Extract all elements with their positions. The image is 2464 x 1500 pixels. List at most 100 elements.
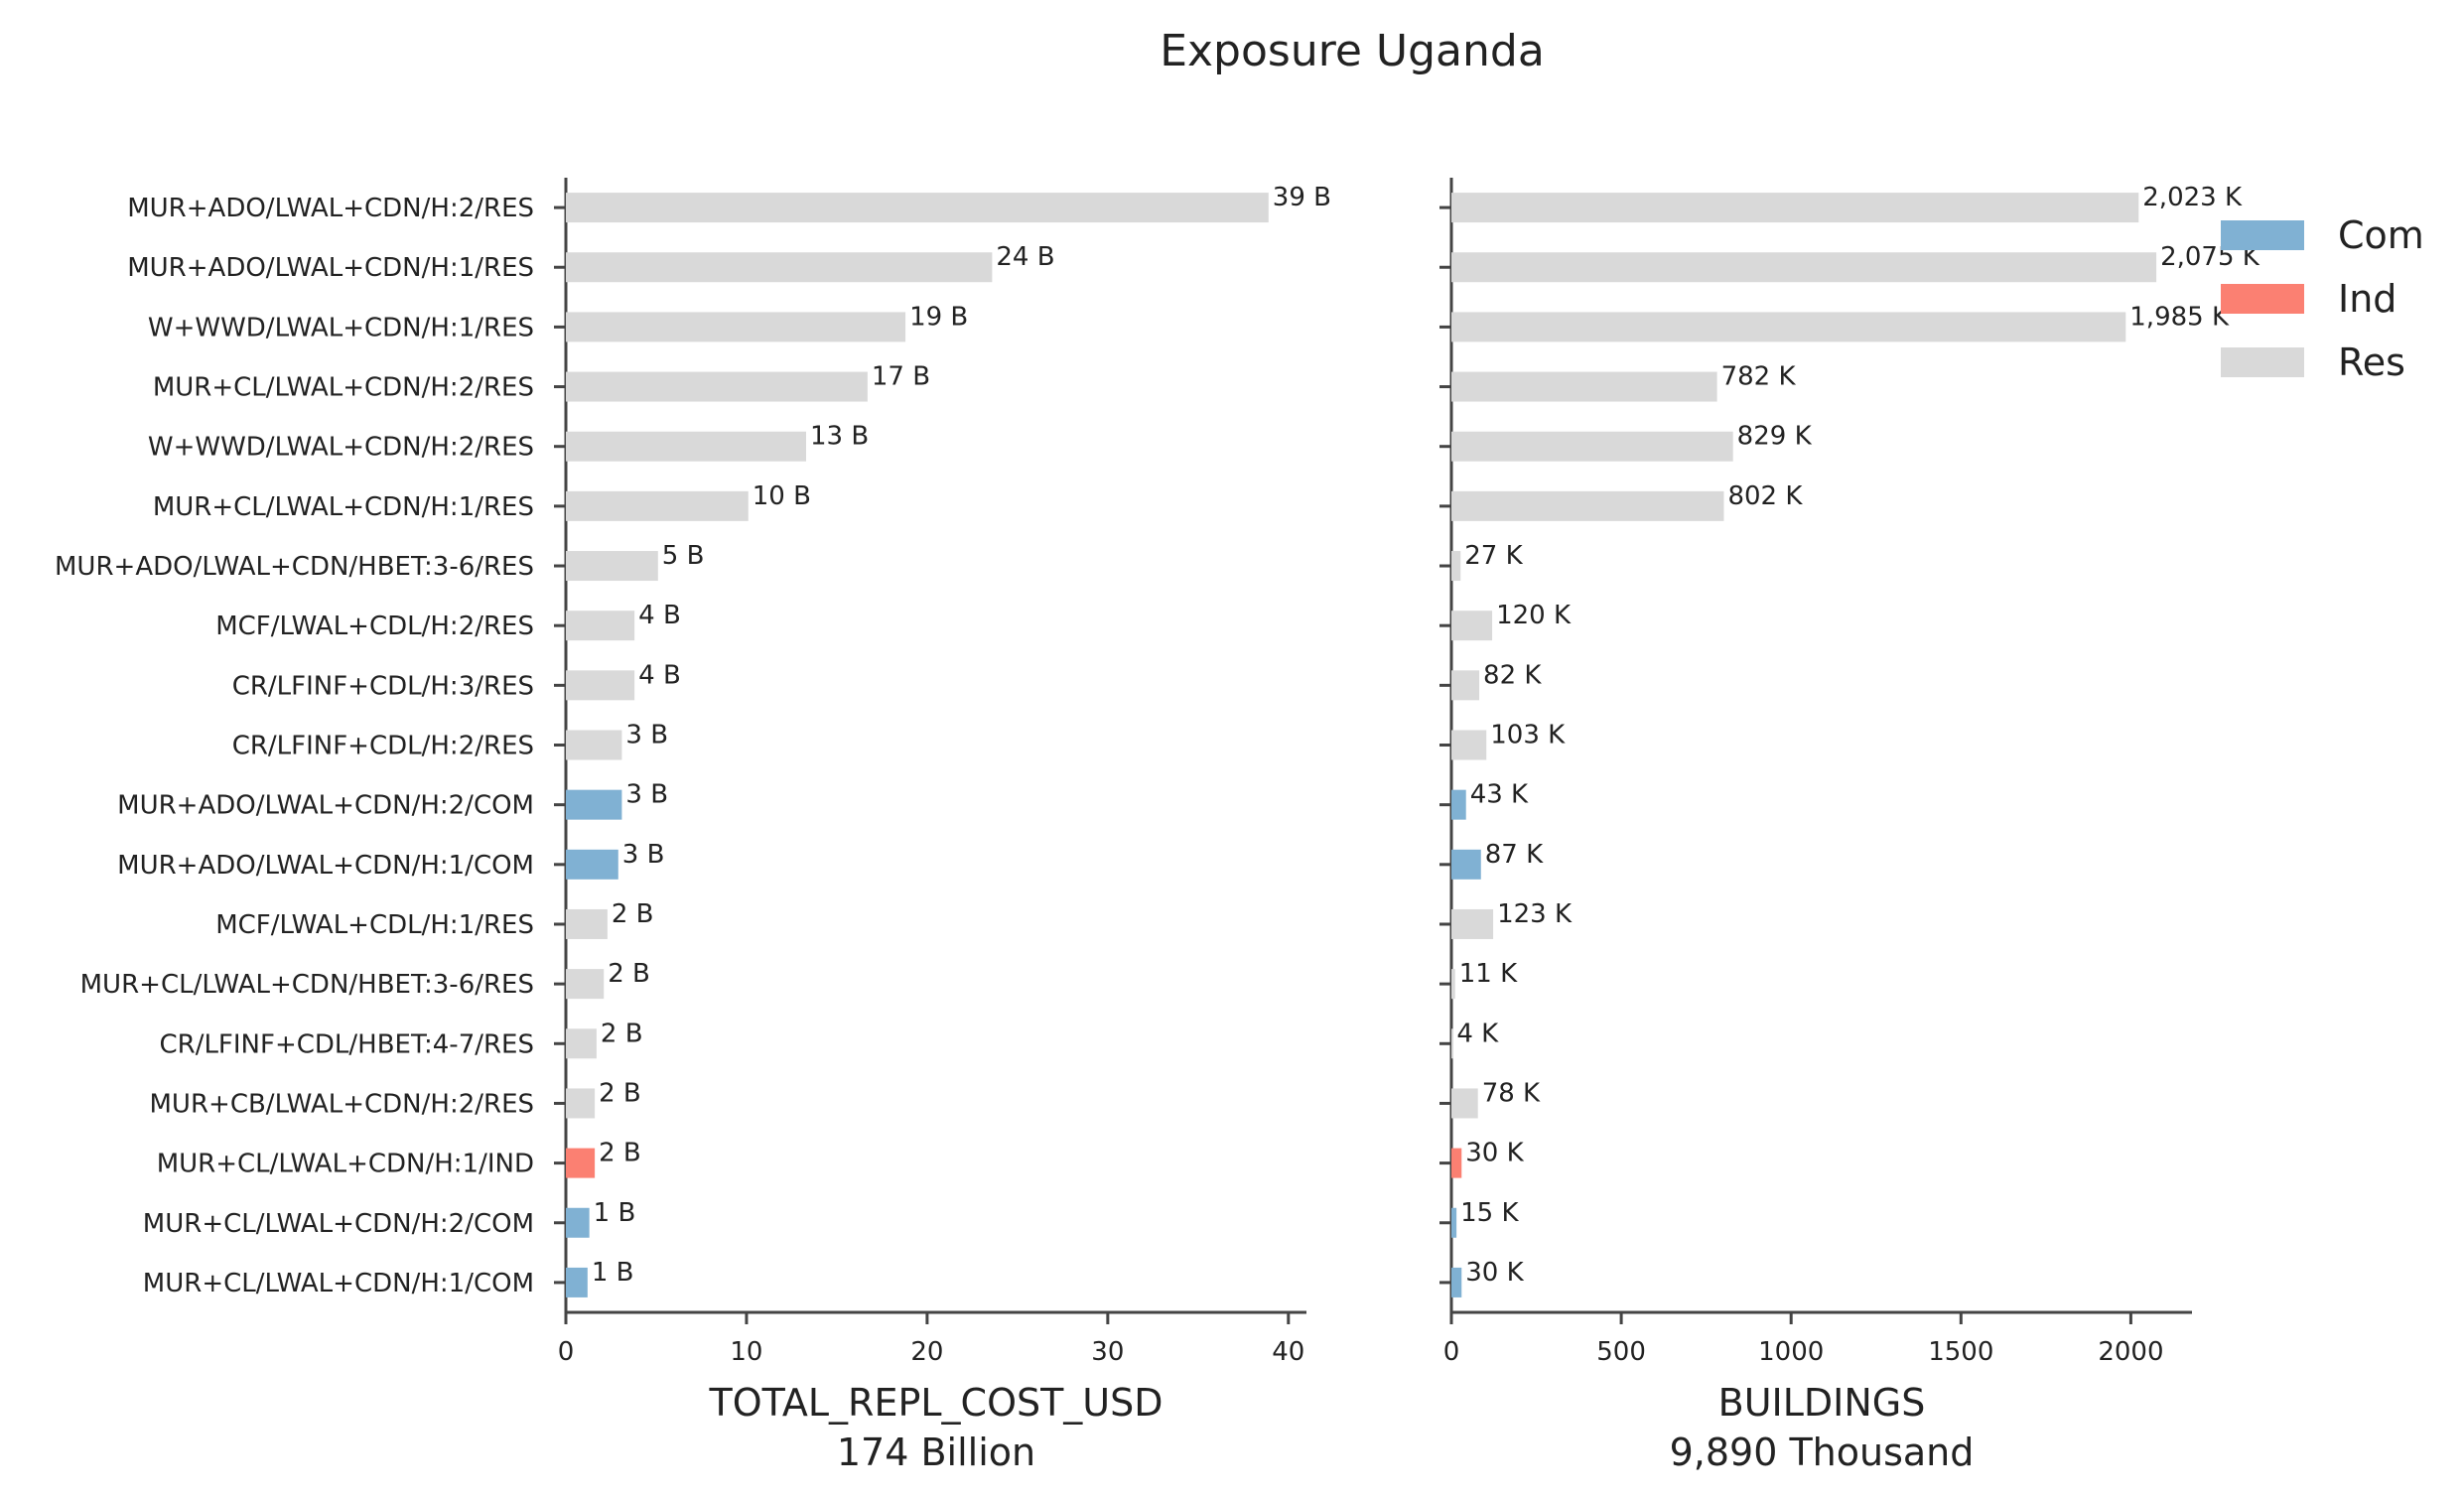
right-x-tick-label: 1500 <box>1928 1337 1993 1367</box>
right-x-tick-label: 500 <box>1596 1337 1646 1367</box>
left-bar <box>566 431 806 462</box>
right-x-tick-label: 2000 <box>2098 1337 2163 1367</box>
left-bar <box>566 312 906 342</box>
left-bar-label: 2 B <box>599 1139 641 1168</box>
right-bar <box>1451 1267 1462 1297</box>
left-bar <box>566 1088 596 1119</box>
y-tick-label: MUR+ADO/LWAL+CDN/H:1/COM <box>117 851 534 881</box>
left-bar <box>566 551 658 582</box>
right-x-axis-label: BUILDINGS <box>1718 1381 1926 1425</box>
y-tick-label: MUR+ADO/LWAL+CDN/H:2/COM <box>117 791 534 821</box>
right-bar-label: 11 K <box>1459 959 1518 989</box>
y-tick-label: MUR+CL/LWAL+CDN/H:1/IND <box>157 1150 534 1179</box>
right-x-axis-subtitle: 9,890 Thousand <box>1670 1431 1975 1474</box>
right-bar-label: 4 K <box>1456 1019 1499 1048</box>
right-bar-label: 78 K <box>1482 1078 1541 1108</box>
right-bar-label: 782 K <box>1721 362 1797 392</box>
left-x-tick-label: 10 <box>730 1337 762 1367</box>
left-bar-label: 4 B <box>638 601 681 630</box>
left-bar-label: 2 B <box>601 1019 643 1048</box>
figure-title: Exposure Uganda <box>1160 26 1545 76</box>
right-bar <box>1451 670 1480 701</box>
left-bar-label: 2 B <box>599 1078 641 1108</box>
left-bar-label: 1 B <box>594 1198 636 1228</box>
left-bar <box>566 193 1269 223</box>
right-bar-label: 802 K <box>1727 481 1803 511</box>
left-bar <box>566 789 622 820</box>
y-tick-label: MUR+CL/LWAL+CDN/H:1/COM <box>143 1269 534 1298</box>
legend-swatch-com <box>2221 220 2304 250</box>
y-tick-label: MCF/LWAL+CDL/H:2/RES <box>215 612 534 641</box>
right-bar-label: 30 K <box>1465 1139 1524 1168</box>
left-x-tick-label: 40 <box>1272 1337 1304 1367</box>
y-tick-label: W+WWD/LWAL+CDN/H:2/RES <box>148 433 534 463</box>
y-tick-label: MUR+CL/LWAL+CDN/H:1/RES <box>153 492 534 522</box>
right-bar <box>1451 252 2157 283</box>
right-bar-label: 120 K <box>1496 601 1572 630</box>
left-bar-label: 4 B <box>638 660 681 690</box>
left-bar-label: 1 B <box>592 1258 634 1288</box>
legend-label-res: Res <box>2338 341 2405 384</box>
right-bar-label: 87 K <box>1485 840 1544 870</box>
y-tick-label: MUR+ADO/LWAL+CDN/H:1/RES <box>127 253 534 283</box>
left-x-tick-label: 0 <box>558 1337 575 1367</box>
legend-label-com: Com <box>2338 213 2424 257</box>
right-bar <box>1451 908 1494 939</box>
right-bar <box>1451 1148 1462 1178</box>
left-bar <box>566 730 622 760</box>
right-bar <box>1451 730 1487 760</box>
right-bar-label: 82 K <box>1483 660 1542 690</box>
y-tick-label: MUR+CL/LWAL+CDN/HBET:3-6/RES <box>80 970 534 1000</box>
right-bar-label: 15 K <box>1460 1198 1519 1228</box>
left-panel: 0 10 20 30 40 TOTAL_REPL_COST_USD 174 Billion 3… <box>55 178 1331 1474</box>
right-bar-label: 829 K <box>1737 422 1813 452</box>
left-bar-label: 24 B <box>996 242 1054 272</box>
y-tick-label: MUR+ADO/LWAL+CDN/H:2/RES <box>127 194 534 223</box>
right-x-tick-label: 1000 <box>1758 1337 1824 1367</box>
left-bar <box>566 490 749 521</box>
y-tick-label: MUR+CL/LWAL+CDN/H:2/RES <box>153 373 534 403</box>
left-bar <box>566 371 868 402</box>
left-x-axis-label: TOTAL_REPL_COST_USD <box>708 1381 1163 1425</box>
left-bar-label: 19 B <box>909 302 968 332</box>
left-bar <box>566 252 993 283</box>
legend-label-ind: Ind <box>2338 277 2396 321</box>
y-tick-label: MUR+CL/LWAL+CDN/H:2/COM <box>143 1209 534 1239</box>
right-bar-label: 103 K <box>1490 721 1566 750</box>
left-bar-label: 13 B <box>810 422 869 452</box>
left-bar <box>566 611 635 641</box>
right-bar <box>1451 551 1461 582</box>
right-panel: 0 500 1000 1500 2000 BUILDINGS 9,890 Thousand 2… <box>1439 178 2260 1474</box>
left-bar <box>566 849 618 880</box>
left-bar <box>566 1207 590 1238</box>
right-bar-label: 1,985 K <box>2129 302 2230 332</box>
left-bar <box>566 969 605 1000</box>
left-bar <box>566 1028 597 1059</box>
right-bar <box>1451 789 1466 820</box>
left-bar-label: 3 B <box>625 721 668 750</box>
left-bar <box>566 908 608 939</box>
left-x-tick-label: 20 <box>910 1337 943 1367</box>
right-bar <box>1451 193 2139 223</box>
legend: Com Ind Res <box>2221 213 2424 384</box>
right-bar <box>1451 1088 1478 1119</box>
y-tick-label: MCF/LWAL+CDL/H:1/RES <box>215 910 534 940</box>
right-x-tick-label: 0 <box>1443 1337 1460 1367</box>
right-bar <box>1451 1028 1453 1059</box>
right-bar <box>1451 1207 1457 1238</box>
y-tick-label: MUR+CB/LWAL+CDN/H:2/RES <box>150 1089 535 1119</box>
left-bar-label: 2 B <box>608 959 650 989</box>
left-bar-label: 2 B <box>612 899 654 929</box>
right-bar <box>1451 312 2126 342</box>
left-bar <box>566 670 635 701</box>
left-bar-label: 39 B <box>1273 183 1331 212</box>
left-x-tick-label: 30 <box>1091 1337 1124 1367</box>
y-tick-label: MUR+ADO/LWAL+CDN/HBET:3-6/RES <box>55 552 534 582</box>
left-bar-label: 10 B <box>753 481 811 511</box>
left-bar-label: 3 B <box>622 840 665 870</box>
y-tick-label: CR/LFINF+CDL/H:3/RES <box>232 671 534 701</box>
y-tick-label: CR/LFINF+CDL/H:2/RES <box>232 732 534 761</box>
right-bar <box>1451 431 1733 462</box>
